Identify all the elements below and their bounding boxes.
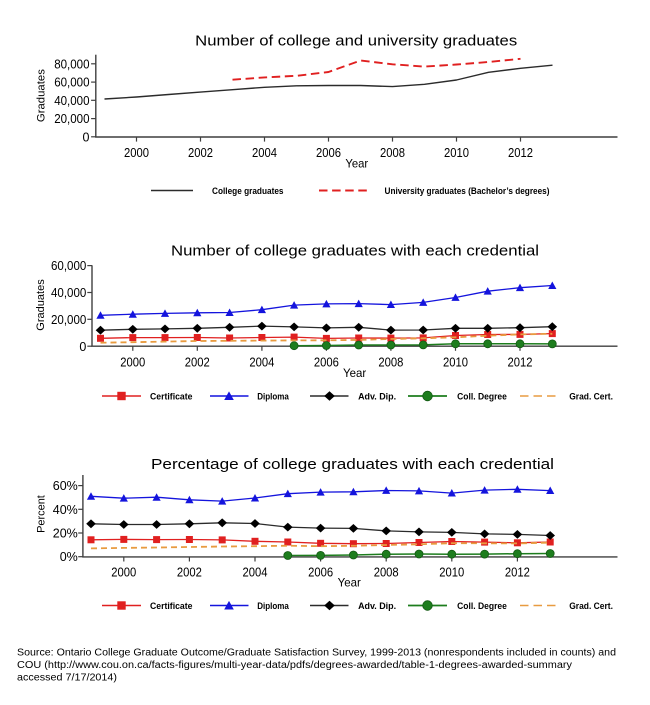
svg-text:2010: 2010 [439,565,464,579]
svg-text:Year: Year [345,157,368,171]
svg-text:2008: 2008 [374,565,399,579]
svg-text:2006: 2006 [308,565,333,579]
svg-text:College graduates: College graduates [212,186,284,197]
svg-text:Graduates: Graduates [36,69,48,123]
svg-text:2002: 2002 [185,355,210,369]
svg-text:Percent: Percent [35,495,47,533]
svg-text:accessed 7/17/2014): accessed 7/17/2014) [17,673,117,684]
svg-text:Number of college and universi: Number of college and university graduat… [195,32,517,49]
svg-text:2004: 2004 [252,146,277,160]
svg-text:0%: 0% [60,550,78,564]
svg-text:Coll. Degree: Coll. Degree [457,391,507,402]
svg-text:Year: Year [338,576,361,590]
svg-text:University graduates (Bachelor: University graduates (Bachelor’s degrees… [385,186,550,197]
svg-text:40,000: 40,000 [54,94,89,108]
svg-text:2004: 2004 [243,565,268,579]
svg-text:Percentage of college graduate: Percentage of college graduates with eac… [151,456,554,473]
svg-text:Graduates: Graduates [35,279,47,331]
svg-text:Diploma: Diploma [257,391,289,402]
svg-text:Diploma: Diploma [257,601,289,612]
svg-text:2000: 2000 [111,565,136,579]
svg-text:2010: 2010 [443,355,468,369]
svg-text:Grad. Cert.: Grad. Cert. [569,391,613,402]
svg-text:40%: 40% [53,503,78,517]
svg-text:Coll. Degree: Coll. Degree [457,601,507,612]
svg-text:2012: 2012 [505,565,530,579]
svg-text:0: 0 [79,340,86,354]
svg-text:0: 0 [83,130,90,144]
svg-text:2002: 2002 [177,565,202,579]
svg-text:2000: 2000 [124,146,149,160]
svg-text:20,000: 20,000 [54,112,89,126]
svg-text:2012: 2012 [508,355,533,369]
svg-text:2012: 2012 [508,146,533,160]
svg-text:2000: 2000 [120,355,145,369]
svg-text:2008: 2008 [380,146,405,160]
svg-text:2006: 2006 [316,146,341,160]
svg-text:20%: 20% [53,527,78,541]
svg-text:Grad. Cert.: Grad. Cert. [569,601,613,612]
svg-text:2008: 2008 [378,355,403,369]
svg-text:2010: 2010 [444,146,469,160]
svg-text:60,000: 60,000 [54,76,89,90]
svg-text:2006: 2006 [314,355,339,369]
svg-text:40,000: 40,000 [51,286,86,300]
svg-text:2004: 2004 [249,355,274,369]
svg-text:Adv. Dip.: Adv. Dip. [358,391,396,402]
svg-text:20,000: 20,000 [51,313,86,327]
svg-text:2002: 2002 [188,146,213,160]
svg-text:Certificate: Certificate [150,601,193,612]
svg-text:Year: Year [343,366,366,380]
svg-text:60%: 60% [53,479,78,493]
svg-text:Number of college graduates wi: Number of college graduates with each cr… [171,243,539,260]
svg-text:Source: Ontario College Gradua: Source: Ontario College Graduate Outcome… [17,648,616,659]
svg-text:Adv. Dip.: Adv. Dip. [358,601,396,612]
svg-text:COU (http://www.cou.on.ca/fact: COU (http://www.cou.on.ca/facts-figures/… [17,660,572,671]
svg-text:60,000: 60,000 [51,259,86,273]
svg-text:80,000: 80,000 [54,57,89,71]
svg-text:Certificate: Certificate [150,391,193,402]
